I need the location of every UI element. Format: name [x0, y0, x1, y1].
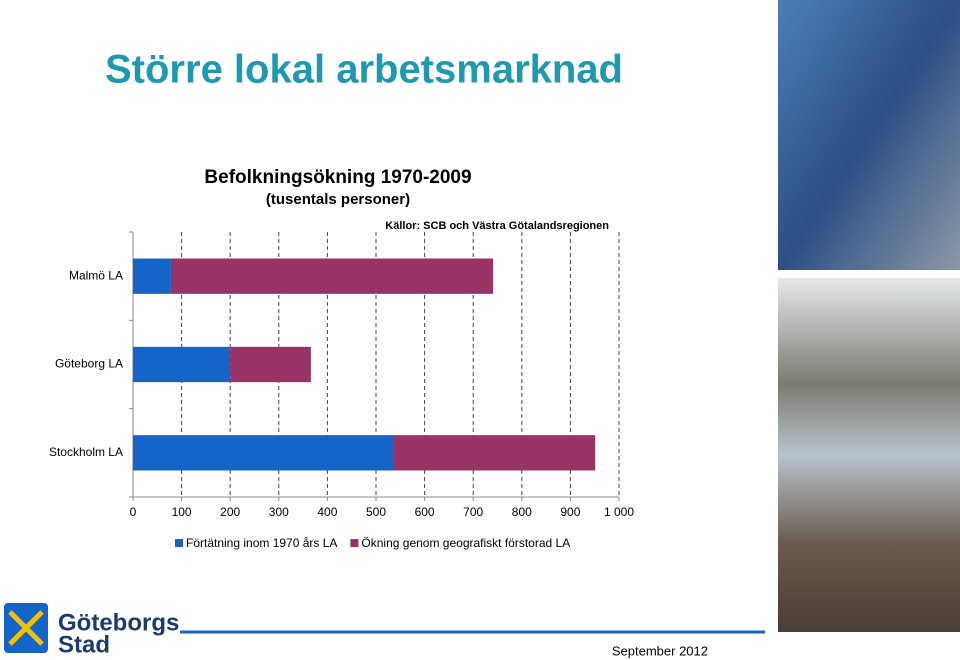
footer-date: September 2012: [612, 643, 708, 658]
bar: [133, 435, 394, 471]
x-tick-label: 400: [317, 505, 337, 519]
x-tick-label: 200: [220, 505, 240, 519]
bar: [133, 346, 231, 383]
x-tick-label: 0: [130, 505, 137, 519]
x-tick-label: 1 000: [604, 505, 634, 519]
logo-text: Stad: [58, 631, 110, 658]
logo-text: Göteborgs: [58, 609, 179, 636]
legend-swatch: [175, 539, 183, 547]
chart-title: Befolkningsökning 1970-2009: [204, 167, 471, 188]
chart-source: Källor: SCB och Västra Götalandsregionen: [385, 220, 609, 232]
photo-bus: [778, 0, 960, 270]
logo: Göteborgs Stad: [4, 603, 179, 658]
x-tick-label: 700: [463, 505, 483, 519]
legend-label: Förtätning inom 1970 års LA: [186, 536, 337, 550]
logo-cross: [8, 610, 44, 646]
chart-subtitle: (tusentals personer): [266, 191, 410, 208]
bar: [170, 258, 494, 294]
x-tick-label: 100: [172, 505, 192, 519]
x-tick-label: 600: [415, 505, 435, 519]
x-tick-label: 800: [512, 505, 532, 519]
bar: [133, 258, 171, 294]
photo-coast: [778, 278, 960, 632]
x-tick-label: 300: [269, 505, 289, 519]
y-tick-label: Göteborg LA: [55, 357, 123, 371]
slide-title: Större lokal arbetsmarknad: [105, 48, 623, 92]
x-tick-label: 900: [560, 505, 580, 519]
x-tick-label: 500: [366, 505, 386, 519]
legend-swatch: [350, 539, 359, 547]
bar: [230, 346, 311, 383]
bar: [393, 435, 596, 471]
y-tick-label: Stockholm LA: [49, 445, 123, 459]
legend-label: Ökning genom geografiskt förstorad LA: [361, 536, 570, 550]
y-tick-label: Malmö LA: [69, 268, 123, 282]
